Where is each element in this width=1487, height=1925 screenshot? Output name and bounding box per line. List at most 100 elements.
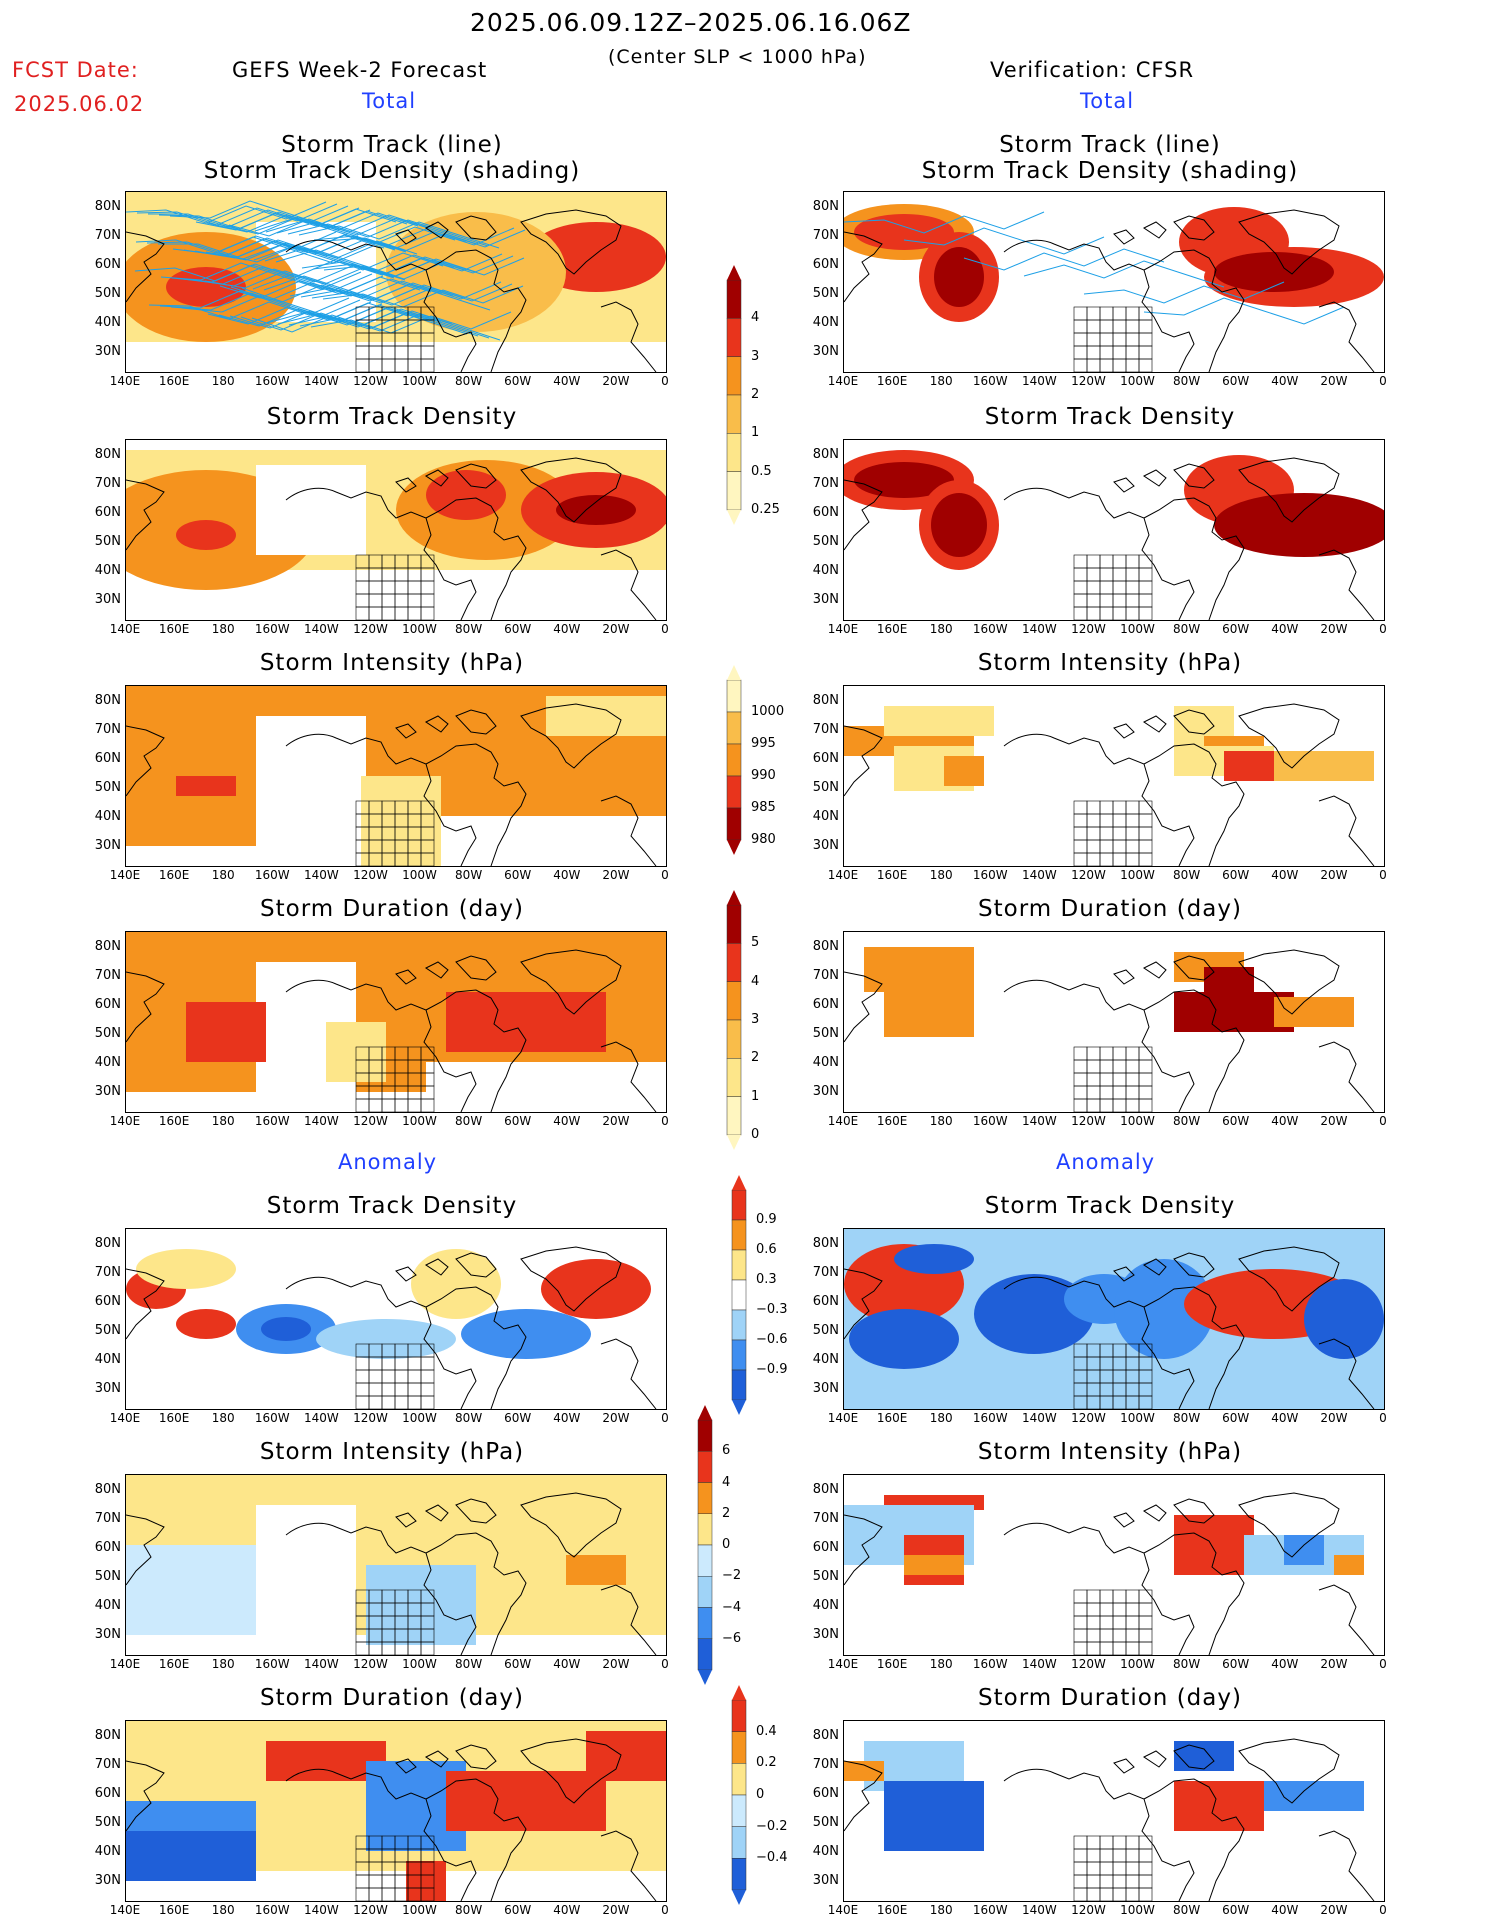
lon-tick-label: 0	[1379, 1411, 1387, 1425]
lat-tick-label: 30N	[812, 1381, 839, 1396]
lon-tick-label: 160E	[158, 868, 190, 882]
lon-tick-label: 0	[661, 622, 669, 636]
map-panel-row1-forecast	[125, 191, 667, 373]
lon-tick-label: 160E	[876, 1114, 908, 1128]
storm-track-line	[252, 273, 454, 301]
coastline	[844, 703, 1375, 866]
title-density-anom-left: Storm Track Density	[266, 1193, 518, 1219]
lat-tick-label: 50N	[812, 286, 839, 301]
shading-blob	[1214, 493, 1384, 557]
lon-tick-label: 80W	[455, 1411, 483, 1425]
colorbar-label: 6	[722, 1443, 731, 1459]
lat-tick-label: 80N	[812, 1728, 839, 1743]
lon-tick-label: 180	[929, 868, 953, 882]
colorbar-label: 1000	[751, 704, 785, 719]
lon-tick-label: 120W	[353, 622, 388, 636]
lon-tick-label: 180	[211, 622, 235, 636]
storm-track-line	[844, 211, 1045, 234]
lon-tick-label: 180	[929, 1411, 953, 1425]
colorbar-label: 3	[751, 348, 760, 364]
colorbar-segment	[697, 1607, 713, 1639]
lon-tick-label: 40W	[553, 1903, 581, 1917]
lon-tick-label: 140W	[303, 1657, 339, 1671]
lat-tick-label: 80N	[94, 1236, 121, 1251]
lon-tick-label: 80W	[1173, 1411, 1201, 1425]
lat-tick-label: 70N	[812, 1511, 839, 1526]
lon-tick-label: 20W	[602, 1903, 630, 1917]
coastline	[126, 457, 657, 620]
lon-tick-label: 60W	[504, 374, 532, 388]
shading-blob	[1304, 1279, 1384, 1359]
lon-tick-label: 0	[661, 868, 669, 882]
shading-cell	[1174, 1781, 1264, 1831]
shading-cell	[256, 716, 366, 846]
lat-tick-label: 80N	[94, 447, 121, 462]
lon-tick-label: 20W	[1320, 1411, 1348, 1425]
lat-tick-label: 40N	[812, 809, 839, 824]
colorbar-label: 1	[751, 425, 760, 441]
lon-tick-label: 60W	[504, 1411, 532, 1425]
shading-cell	[884, 706, 994, 736]
map-panel-row4-verification	[843, 931, 1385, 1113]
lon-tick-label: 160E	[158, 622, 190, 636]
colorbar-duration-anom	[731, 1685, 747, 1905]
lat-tick-label: 80N	[812, 1482, 839, 1497]
shading-blob	[136, 1249, 236, 1289]
colorbar-label: 0	[756, 1787, 765, 1802]
lon-tick-label: 0	[661, 1657, 669, 1671]
map-canvas	[126, 1721, 666, 1901]
colorbar-label: 2	[722, 1505, 731, 1521]
lon-tick-label: 160W	[972, 374, 1008, 388]
lat-tick-label: 80N	[812, 447, 839, 462]
fcst-date: 2025.06.02	[14, 92, 145, 116]
storm-track-line	[181, 294, 383, 322]
map-panel-row7-forecast	[125, 1720, 667, 1902]
colorbar-segment	[697, 1419, 713, 1452]
colorbar-label: −4	[722, 1599, 742, 1615]
lat-tick-label: 70N	[94, 1757, 121, 1772]
lon-tick-label: 140W	[303, 1114, 339, 1128]
colorbar-top-arrow	[727, 265, 741, 280]
colorbar-segment	[731, 1731, 747, 1764]
storm-track-line	[323, 257, 525, 280]
lon-tick-label: 0	[661, 1114, 669, 1128]
colorbar-bottom-arrow	[732, 1400, 746, 1415]
storm-track-line	[242, 243, 444, 271]
lat-tick-label: 70N	[812, 476, 839, 491]
shading-cell	[446, 1771, 606, 1831]
shading-cell	[1284, 1535, 1324, 1565]
lon-tick-label: 160E	[158, 1114, 190, 1128]
title-intensity-right: Storm Intensity (hPa)	[977, 650, 1243, 676]
lat-tick-label: 60N	[94, 997, 121, 1012]
lon-tick-label: 140E	[827, 622, 859, 636]
shading-cell	[361, 776, 441, 866]
colorbar-segment	[726, 775, 742, 809]
lon-tick-label: 0	[1379, 1114, 1387, 1128]
lon-tick-label: 140E	[109, 1411, 141, 1425]
storm-track-line	[310, 311, 512, 334]
lon-tick-label: 20W	[1320, 374, 1348, 388]
lon-tick-label: 0	[661, 374, 669, 388]
lon-tick-label: 160W	[972, 1903, 1008, 1917]
lon-tick-label: 0	[1379, 622, 1387, 636]
storm-track-line	[169, 200, 371, 228]
colorbar-label: 4	[751, 310, 760, 326]
lat-tick-label: 30N	[94, 592, 121, 607]
shading-cell	[1174, 1741, 1234, 1771]
lat-tick-label: 80N	[94, 199, 121, 214]
lon-tick-label: 0	[1379, 868, 1387, 882]
lon-tick-label: 140E	[109, 622, 141, 636]
storm-track-line	[160, 262, 362, 290]
lon-tick-label: 140W	[303, 868, 339, 882]
lat-tick-label: 40N	[812, 1055, 839, 1070]
lon-tick-label: 140E	[827, 1903, 859, 1917]
lon-tick-label: 160W	[972, 1114, 1008, 1128]
lat-tick-label: 30N	[812, 1873, 839, 1888]
lat-tick-label: 60N	[812, 751, 839, 766]
lat-tick-label: 60N	[812, 1540, 839, 1555]
shading-cell	[176, 776, 236, 796]
colorbar-segment	[726, 711, 742, 745]
left-anomaly-label: Anomaly	[338, 1150, 438, 1174]
lon-tick-label: 80W	[455, 1657, 483, 1671]
lon-tick-label: 160W	[254, 1114, 290, 1128]
